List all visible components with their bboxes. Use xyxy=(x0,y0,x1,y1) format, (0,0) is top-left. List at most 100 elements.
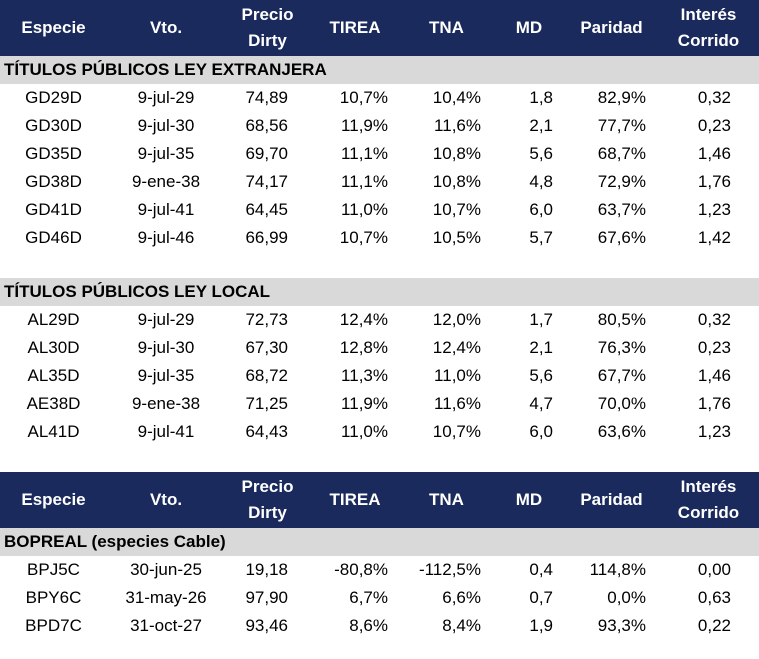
table-row: BPY6C 31-may-26 97,90 6,7% 6,6% 0,7 0,0% 0,63 xyxy=(0,584,759,612)
cell-tna: 10,5% xyxy=(432,228,481,247)
spacer xyxy=(0,252,759,278)
cell-vto: 9-ene-38 xyxy=(131,394,201,413)
cell-vto: 9-ene-38 xyxy=(131,172,201,191)
cell-interes: 0,32 xyxy=(697,310,731,329)
header-interes-line1: Interés xyxy=(680,477,737,496)
cell-especie: GD41D xyxy=(25,200,82,219)
cell-precio: 64,45 xyxy=(245,200,288,219)
table-row: GD46D 9-jul-46 66,99 10,7% 10,5% 5,7 67,6% 1,42 xyxy=(0,224,759,252)
cell-interes: 1,76 xyxy=(697,172,731,191)
cell-especie: GD30D xyxy=(25,116,82,135)
header-precio-dirty: Precio Dirty xyxy=(225,472,310,528)
cell-tirea: 11,0% xyxy=(341,422,388,441)
header-md: MD xyxy=(493,0,565,56)
cell-interes: 1,42 xyxy=(697,228,731,247)
cell-especie: GD46D xyxy=(25,228,82,247)
cell-paridad: 80,5% xyxy=(597,310,646,329)
cell-vto: 9-jul-46 xyxy=(137,228,195,247)
header-paridad: Paridad xyxy=(565,0,658,56)
cell-paridad: 76,3% xyxy=(597,338,646,357)
cell-paridad: 0,0% xyxy=(607,588,646,607)
cell-especie: BPJ5C xyxy=(27,560,80,579)
cell-especie: AL35D xyxy=(27,366,80,385)
header-tirea: TIREA xyxy=(310,472,400,528)
cell-interes: 1,46 xyxy=(697,144,731,163)
cell-paridad: 67,7% xyxy=(597,366,646,385)
table-row: GD38D 9-ene-38 74,17 11,1% 10,8% 4,8 72,9% 1,76 xyxy=(0,168,759,196)
cell-paridad: 77,7% xyxy=(597,116,646,135)
table-row: AL35D 9-jul-35 68,72 11,3% 11,0% 5,6 67,7% 1,46 xyxy=(0,362,759,390)
cell-vto: 9-jul-35 xyxy=(137,144,195,163)
table-header-row: Especie Vto. Precio Dirty TIREA TNA MD Pa… xyxy=(0,0,759,56)
header-interes-line1: Interés xyxy=(680,5,737,24)
cell-paridad: 63,6% xyxy=(597,422,646,441)
cell-interes: 1,76 xyxy=(697,394,731,413)
cell-paridad: 72,9% xyxy=(597,172,646,191)
table-row: GD29D 9-jul-29 74,89 10,7% 10,4% 1,8 82,9% 0,32 xyxy=(0,84,759,112)
section-title: BOPREAL (especies Cable) xyxy=(0,528,759,556)
section-ley-extranjera: TÍTULOS PÚBLICOS LEY EXTRANJERA GD29D 9-j… xyxy=(0,56,759,252)
cell-tirea: 11,1% xyxy=(341,172,388,191)
table-row: BPD7C 31-oct-27 93,46 8,6% 8,4% 1,9 93,3% 0,22 xyxy=(0,612,759,640)
cell-precio: 68,72 xyxy=(245,366,288,385)
header-precio-line2: Dirty xyxy=(248,503,287,522)
header-especie: Especie xyxy=(0,472,107,528)
cell-md: 1,7 xyxy=(529,310,553,329)
table-row: GD35D 9-jul-35 69,70 11,1% 10,8% 5,6 68,7% 1,46 xyxy=(0,140,759,168)
bond-tables: Especie Vto. Precio Dirty TIREA TNA MD Pa… xyxy=(0,0,759,640)
table-row: AL29D 9-jul-29 72,73 12,4% 12,0% 1,7 80,5% 0,32 xyxy=(0,306,759,334)
cell-md: 4,7 xyxy=(529,394,553,413)
cell-vto: 9-jul-30 xyxy=(137,116,195,135)
cell-md: 5,6 xyxy=(529,144,553,163)
cell-tna: 12,4% xyxy=(432,338,481,357)
table-row: GD30D 9-jul-30 68,56 11,9% 11,6% 2,1 77,7% 0,23 xyxy=(0,112,759,140)
header-precio-line2: Dirty xyxy=(248,31,287,50)
cell-interes: 0,23 xyxy=(697,116,731,135)
bond-table-main: Especie Vto. Precio Dirty TIREA TNA MD Pa… xyxy=(0,0,759,640)
cell-tna: 6,6% xyxy=(442,588,481,607)
cell-interes: 0,63 xyxy=(697,588,731,607)
table-row: AE38D 9-ene-38 71,25 11,9% 11,6% 4,7 70,0% 1,76 xyxy=(0,390,759,418)
section-title-row: TÍTULOS PÚBLICOS LEY EXTRANJERA xyxy=(0,56,759,84)
cell-paridad: 63,7% xyxy=(597,200,646,219)
cell-interes: 0,00 xyxy=(697,560,731,579)
cell-tna: 10,8% xyxy=(432,172,481,191)
cell-paridad: 82,9% xyxy=(597,88,646,107)
cell-md: 5,6 xyxy=(529,366,553,385)
cell-especie: GD29D xyxy=(25,88,82,107)
cell-interes: 1,23 xyxy=(697,200,731,219)
header-interes-corrido: Interés Corrido xyxy=(658,0,759,56)
cell-tna: -112,5% xyxy=(418,560,481,579)
cell-tna: 8,4% xyxy=(442,616,481,635)
cell-tirea: 10,7% xyxy=(339,228,388,247)
cell-tirea: 6,7% xyxy=(349,588,388,607)
cell-vto: 9-jul-30 xyxy=(137,338,195,357)
cell-paridad: 68,7% xyxy=(597,144,646,163)
cell-especie: BPD7C xyxy=(25,616,82,635)
cell-precio: 68,56 xyxy=(245,116,288,135)
cell-tirea: 11,9% xyxy=(341,116,388,135)
cell-especie: AL29D xyxy=(27,310,80,329)
cell-md: 0,7 xyxy=(529,588,553,607)
cell-interes: 0,22 xyxy=(697,616,731,635)
header-precio-dirty: Precio Dirty xyxy=(225,0,310,56)
section-bopreal: BOPREAL (especies Cable) BPJ5C 30-jun-25 1… xyxy=(0,528,759,640)
cell-precio: 71,25 xyxy=(245,394,288,413)
section-title-row: TÍTULOS PÚBLICOS LEY LOCAL xyxy=(0,278,759,306)
cell-precio: 97,90 xyxy=(245,588,288,607)
cell-tna: 12,0% xyxy=(432,310,481,329)
cell-interes: 1,23 xyxy=(697,422,731,441)
header-interes-line2: Corrido xyxy=(677,31,740,50)
cell-vto: 31-may-26 xyxy=(125,588,207,607)
cell-especie: GD38D xyxy=(25,172,82,191)
cell-tna: 10,7% xyxy=(432,422,481,441)
cell-vto: 9-jul-35 xyxy=(137,366,195,385)
cell-precio: 69,70 xyxy=(245,144,288,163)
section-ley-local: TÍTULOS PÚBLICOS LEY LOCAL AL29D 9-jul-29… xyxy=(0,278,759,446)
cell-paridad: 114,8% xyxy=(589,560,646,579)
cell-vto: 9-jul-41 xyxy=(137,422,195,441)
cell-tna: 10,4% xyxy=(432,88,481,107)
section-title: TÍTULOS PÚBLICOS LEY EXTRANJERA xyxy=(0,56,759,84)
cell-tirea: 10,7% xyxy=(339,88,388,107)
cell-especie: AE38D xyxy=(26,394,81,413)
